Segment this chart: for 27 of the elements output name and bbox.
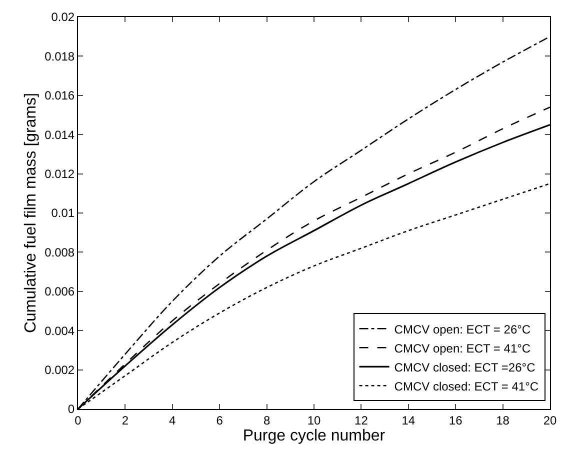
x-tick-label: 6 <box>216 413 224 428</box>
y-axis-title: Cumulative fuel film mass [grams] <box>22 92 40 334</box>
y-tick-label: 0 <box>68 402 75 416</box>
y-tick-label: 0.018 <box>44 49 75 64</box>
y-tick-label: 0.02 <box>51 10 75 24</box>
y-tick-label: 0.01 <box>51 206 75 220</box>
y-tick-label: 0.016 <box>44 88 75 103</box>
x-tick-label: 18 <box>496 413 510 428</box>
x-tick-label: 12 <box>354 413 368 428</box>
x-tick-label: 16 <box>448 413 463 428</box>
x-tick-label: 14 <box>402 413 416 428</box>
x-tick-label: 10 <box>307 413 321 428</box>
y-tick-label: 0.008 <box>44 245 75 260</box>
y-tick-label: 0.014 <box>44 128 75 142</box>
legend-label: CMCV closed: ECT =26°C <box>394 360 536 374</box>
y-tick-label: 0.012 <box>44 167 75 181</box>
x-tick-label: 2 <box>122 413 129 428</box>
x-axis-title: Purge cycle number <box>242 427 386 444</box>
legend-label: CMCV closed: ECT = 41°C <box>394 379 539 394</box>
x-tick-label: 20 <box>543 413 557 428</box>
y-tick-label: 0.002 <box>44 363 75 377</box>
legend-label: CMCV open: ECT = 41°C <box>394 341 531 356</box>
x-tick-label: 8 <box>263 413 270 428</box>
y-tick-label: 0.004 <box>44 324 75 338</box>
y-tick-label: 0.006 <box>44 284 75 299</box>
x-tick-label: 4 <box>169 413 176 428</box>
legend-label: CMCV open: ECT = 26°C <box>394 322 531 336</box>
